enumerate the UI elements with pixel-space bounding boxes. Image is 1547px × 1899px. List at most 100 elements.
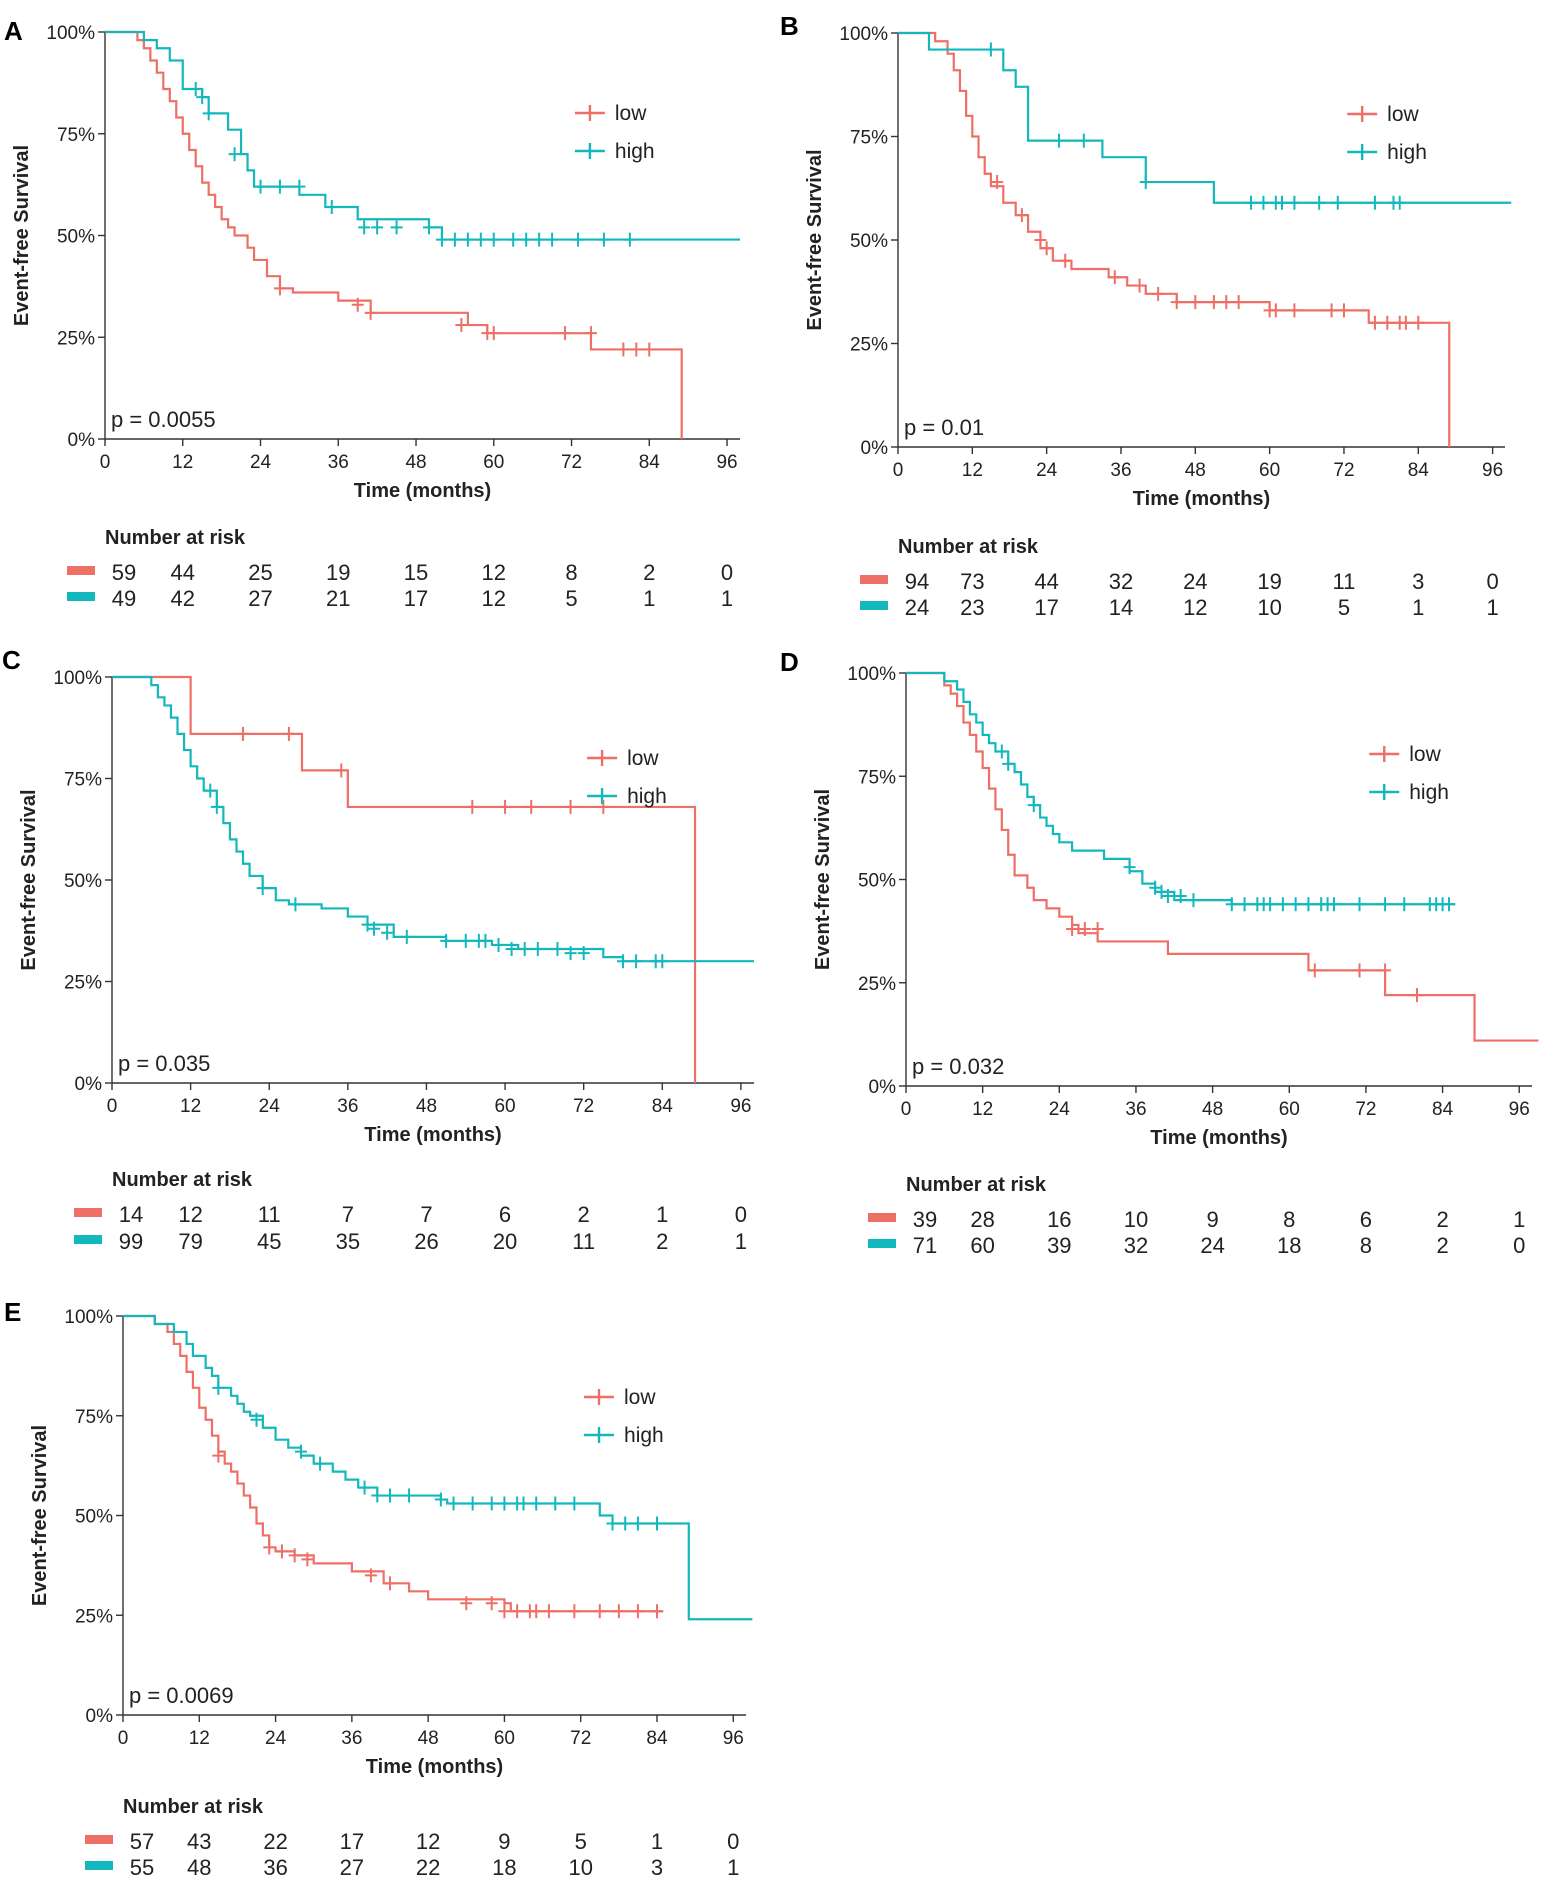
x-tick-label: 84 bbox=[652, 1096, 674, 1117]
y-tick-label: 100% bbox=[847, 664, 896, 685]
p-value: p = 0.01 bbox=[904, 415, 984, 440]
risk-count-high: 1 bbox=[735, 1229, 747, 1254]
censor-mark-high bbox=[273, 179, 286, 194]
risk-count-high: 1 bbox=[1412, 595, 1424, 620]
y-tick-label: 100% bbox=[839, 24, 888, 45]
risk-count-low: 22 bbox=[263, 1829, 287, 1854]
censor-mark-high bbox=[623, 232, 636, 247]
censor-mark-high bbox=[1442, 897, 1455, 912]
risk-swatch-low bbox=[860, 575, 888, 584]
censor-mark-low bbox=[630, 342, 643, 357]
risk-count-high: 5 bbox=[1338, 595, 1350, 620]
x-tick-label: 60 bbox=[483, 452, 504, 473]
censor-mark-high bbox=[1327, 897, 1340, 912]
censor-mark-high bbox=[440, 933, 453, 948]
y-tick-label: 50% bbox=[850, 231, 888, 252]
censor-mark-high bbox=[1174, 889, 1187, 904]
risk-count-low: 7 bbox=[342, 1202, 354, 1227]
censor-mark-high bbox=[390, 220, 403, 235]
censor-mark-low bbox=[1288, 303, 1301, 318]
y-tick-label: 0% bbox=[68, 430, 96, 451]
censor-mark-high bbox=[651, 1516, 663, 1531]
censor-mark-high bbox=[1353, 897, 1366, 912]
risk-count-high: 1 bbox=[1486, 595, 1498, 620]
censor-mark-high bbox=[1368, 195, 1381, 210]
p-value: p = 0.032 bbox=[912, 1054, 1004, 1079]
risk-count-low: 32 bbox=[1109, 569, 1133, 594]
censor-mark-low bbox=[597, 799, 610, 814]
censor-mark-high bbox=[1276, 897, 1289, 912]
x-tick-label: 24 bbox=[1049, 1099, 1071, 1120]
x-tick-label: 96 bbox=[1482, 460, 1503, 481]
censor-mark-high bbox=[384, 1488, 396, 1503]
risk-count-high: 23 bbox=[960, 595, 984, 620]
censor-mark-low bbox=[643, 342, 656, 357]
x-tick-label: 48 bbox=[1202, 1099, 1223, 1120]
x-tick-label: 12 bbox=[972, 1099, 993, 1120]
censor-mark-low bbox=[593, 1604, 606, 1619]
censor-mark-low bbox=[991, 175, 1004, 190]
risk-count-high: 10 bbox=[1257, 595, 1281, 620]
censor-mark-low bbox=[1308, 963, 1321, 978]
risk-swatch-high bbox=[860, 601, 888, 610]
censor-mark-high bbox=[448, 232, 461, 247]
censor-mark-low bbox=[1399, 315, 1412, 330]
censor-mark-low bbox=[351, 297, 364, 312]
censor-mark-high bbox=[568, 1496, 581, 1511]
y-axis-title: Event-free Survival bbox=[29, 1425, 51, 1606]
risk-count-low: 43 bbox=[187, 1829, 211, 1854]
censor-mark-low bbox=[455, 318, 468, 333]
censor-mark-high bbox=[1149, 880, 1162, 895]
risk-count-high: 48 bbox=[187, 1855, 211, 1880]
x-tick-label: 0 bbox=[100, 452, 111, 473]
risk-count-low: 8 bbox=[1283, 1207, 1295, 1232]
y-tick-label: 25% bbox=[57, 328, 95, 349]
risk-swatch-high bbox=[74, 1235, 102, 1244]
risk-count-low: 6 bbox=[1360, 1207, 1372, 1232]
censor-mark-low bbox=[1325, 303, 1338, 318]
censor-mark-high bbox=[619, 1516, 632, 1531]
censor-mark-high bbox=[551, 942, 564, 957]
y-tick-label: 100% bbox=[46, 23, 95, 44]
risk-count-low: 2 bbox=[578, 1202, 590, 1227]
censor-mark-high bbox=[293, 179, 306, 194]
x-tick-label: 84 bbox=[1432, 1099, 1454, 1120]
censor-mark-high bbox=[487, 232, 500, 247]
y-axis-title: Event-free Survival bbox=[804, 149, 826, 330]
risk-count-high: 1 bbox=[721, 586, 733, 611]
legend-swatch-low bbox=[584, 1389, 615, 1405]
censor-mark-low bbox=[564, 799, 577, 814]
risk-count-high: 1 bbox=[727, 1855, 739, 1880]
legend-swatch-low bbox=[1369, 746, 1400, 762]
x-tick-label: 48 bbox=[1185, 460, 1206, 481]
risk-count-high: 3 bbox=[651, 1855, 663, 1880]
x-tick-label: 96 bbox=[716, 452, 737, 473]
risk-count-high: 10 bbox=[568, 1855, 592, 1880]
legend-label-low: low bbox=[615, 102, 647, 125]
risk-count-high: 55 bbox=[130, 1855, 154, 1880]
censor-mark-high bbox=[1398, 897, 1411, 912]
x-tick-label: 72 bbox=[573, 1096, 594, 1117]
curve-high bbox=[906, 671, 1456, 906]
censor-mark-high bbox=[422, 220, 435, 235]
risk-count-low: 1 bbox=[1513, 1207, 1525, 1232]
censor-mark-high bbox=[466, 1496, 479, 1511]
censor-mark-high bbox=[597, 232, 610, 247]
legend-label-high: high bbox=[615, 140, 655, 163]
censor-mark-low bbox=[542, 1604, 555, 1619]
risk-swatch-low bbox=[85, 1835, 113, 1844]
x-tick-label: 0 bbox=[901, 1099, 912, 1120]
censor-mark-high bbox=[1187, 893, 1200, 908]
p-value: p = 0.035 bbox=[118, 1051, 210, 1076]
censor-mark-high bbox=[210, 799, 223, 814]
risk-count-low: 1 bbox=[656, 1202, 668, 1227]
censor-mark-high bbox=[577, 946, 590, 961]
risk-count-high: 36 bbox=[263, 1855, 287, 1880]
risk-count-low: 59 bbox=[112, 560, 136, 585]
x-tick-label: 96 bbox=[1509, 1099, 1530, 1120]
curve-high bbox=[898, 31, 1512, 204]
censor-mark-high bbox=[564, 946, 577, 961]
censor-mark-high bbox=[400, 929, 413, 944]
legend-swatch-low bbox=[1347, 106, 1378, 122]
censor-mark-low bbox=[1108, 270, 1121, 285]
